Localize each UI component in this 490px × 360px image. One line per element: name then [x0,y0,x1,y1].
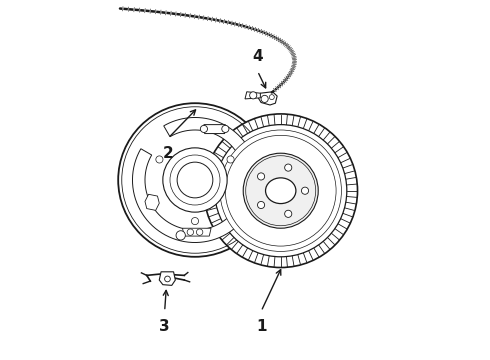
Circle shape [258,173,265,180]
Circle shape [227,156,234,163]
Polygon shape [145,194,159,210]
Circle shape [163,148,227,212]
Circle shape [156,156,163,163]
Circle shape [177,162,213,198]
Circle shape [204,114,358,267]
Circle shape [176,231,185,240]
Circle shape [220,130,342,251]
Circle shape [187,229,194,235]
Polygon shape [258,92,277,105]
Circle shape [118,103,272,257]
Circle shape [245,156,316,226]
Circle shape [196,229,203,235]
Circle shape [258,202,265,208]
Circle shape [301,187,309,194]
Circle shape [192,217,198,225]
Polygon shape [164,117,258,211]
Polygon shape [204,125,225,134]
Polygon shape [245,92,260,99]
Circle shape [261,95,268,103]
Circle shape [200,125,207,132]
Polygon shape [159,272,175,285]
Circle shape [285,210,292,217]
Text: 4: 4 [252,49,263,64]
Circle shape [215,125,347,257]
Text: 3: 3 [159,319,170,334]
Text: 1: 1 [256,319,267,334]
Circle shape [270,95,274,100]
Circle shape [222,125,229,132]
Circle shape [165,276,171,282]
Polygon shape [182,228,211,236]
Circle shape [285,164,292,171]
Polygon shape [132,149,249,243]
Circle shape [249,92,257,99]
Ellipse shape [266,178,296,203]
Text: 2: 2 [163,146,173,161]
Circle shape [225,135,336,246]
Circle shape [243,153,318,228]
